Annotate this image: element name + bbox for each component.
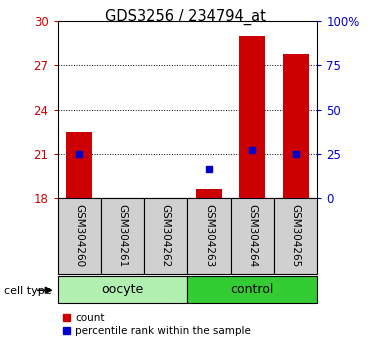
Bar (144, 198, 187, 274)
Bar (187, 198, 231, 274)
Bar (196, 189, 222, 198)
Legend: count, percentile rank within the sample: count, percentile rank within the sample (63, 313, 251, 336)
Text: GSM304263: GSM304263 (204, 204, 214, 268)
Bar (58, 276, 187, 303)
Bar (58, 198, 101, 274)
Text: GSM304265: GSM304265 (290, 204, 301, 268)
Bar (101, 198, 144, 274)
Bar (187, 276, 317, 303)
Text: GDS3256 / 234794_at: GDS3256 / 234794_at (105, 9, 266, 25)
Bar (283, 54, 309, 198)
Bar (231, 198, 274, 274)
Text: GSM304261: GSM304261 (118, 204, 127, 268)
Bar (239, 36, 265, 198)
Bar (66, 132, 92, 198)
Text: GSM304262: GSM304262 (161, 204, 171, 268)
Text: cell type: cell type (4, 286, 51, 296)
Text: control: control (231, 283, 274, 296)
Bar (274, 198, 317, 274)
Text: oocyte: oocyte (101, 283, 144, 296)
Text: GSM304260: GSM304260 (74, 204, 84, 268)
Text: GSM304264: GSM304264 (247, 204, 257, 268)
